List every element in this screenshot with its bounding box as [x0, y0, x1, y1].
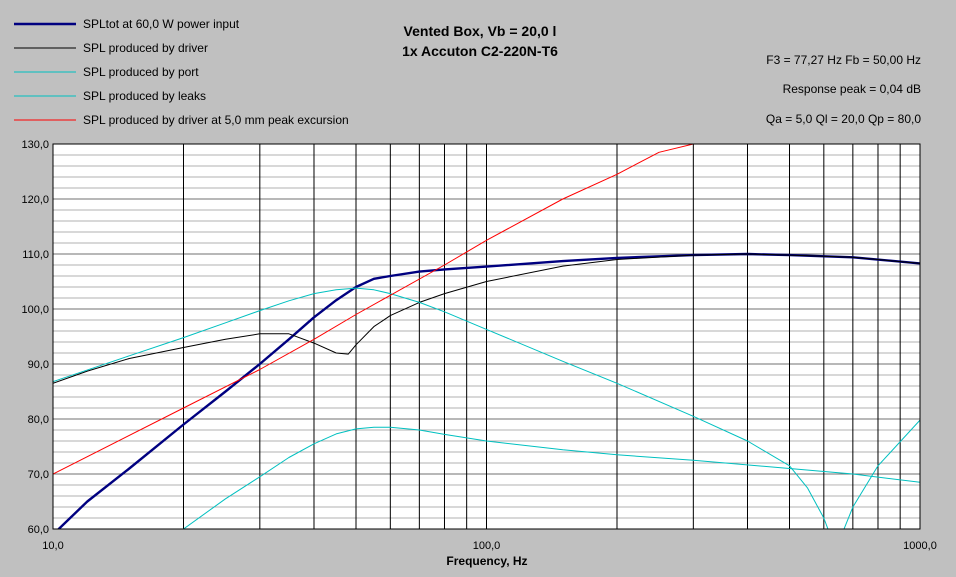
y-tick-label: 80,0 [28, 414, 49, 426]
info-line-response-peak: Response peak = 0,04 dB [783, 82, 921, 96]
y-tick-label: 120,0 [21, 194, 49, 206]
y-tick-label: 60,0 [28, 524, 49, 536]
title-block: Vented Box, Vb = 20,0 l 1x Accuton C2-22… [402, 23, 558, 59]
x-tick-label: 10,0 [42, 540, 63, 552]
plot-border [52, 143, 921, 530]
y-tick-label: 110,0 [22, 249, 49, 261]
legend: SPLtot at 60,0 W power input SPL produced… [14, 17, 349, 127]
info-line-f3-fb: F3 = 77,27 Hz Fb = 50,00 Hz [766, 53, 921, 67]
x-axis-label: Frequency, Hz [446, 554, 527, 568]
chart-subtitle: 1x Accuton C2-220N-T6 [402, 43, 558, 59]
legend-label-3: SPL produced by leaks [83, 89, 206, 103]
series-lines [53, 144, 920, 529]
y-tick-label: 130,0 [21, 139, 49, 151]
legend-label-1: SPL produced by driver [83, 41, 208, 55]
chart-title: Vented Box, Vb = 20,0 l [404, 23, 557, 39]
y-tick-label: 90,0 [28, 359, 49, 371]
y-tick-label: 100,0 [21, 304, 49, 316]
series-line-1 [53, 253, 920, 384]
info-block: F3 = 77,27 Hz Fb = 50,00 Hz Response pea… [766, 53, 921, 126]
axes: 60,0 70,0 80,0 90,0 100,0 110,0 120,0 130,0 10,0… [21, 139, 936, 552]
legend-label-0: SPLtot at 60,0 W power input [83, 17, 240, 31]
series-line-3 [183, 426, 920, 529]
series-line-4 [53, 144, 696, 475]
series-line-2 [53, 287, 920, 529]
x-tick-label: 1000,0 [903, 540, 937, 552]
grid [52, 143, 921, 530]
legend-label-4: SPL produced by driver at 5,0 mm peak ex… [83, 113, 349, 127]
info-line-q-values: Qa = 5,0 Ql = 20,0 Qp = 80,0 [766, 112, 921, 126]
y-tick-label: 70,0 [28, 469, 49, 481]
x-tick-label: 100,0 [473, 540, 501, 552]
series-group [53, 144, 920, 529]
legend-label-2: SPL produced by port [83, 65, 199, 79]
